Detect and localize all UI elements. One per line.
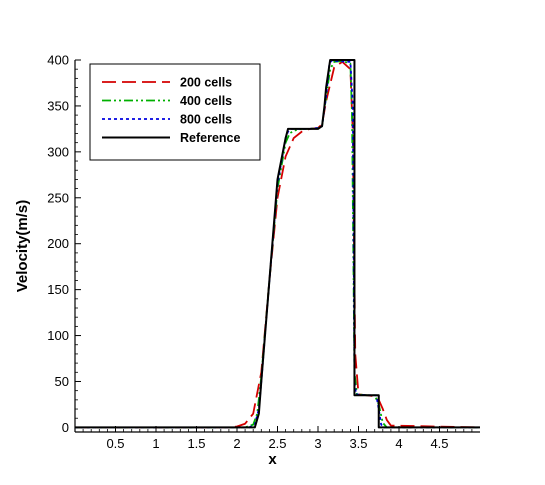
y-tick-label: 100	[47, 328, 69, 343]
y-tick-label: 0	[62, 420, 69, 435]
x-tick-label: 4	[395, 436, 402, 451]
legend-label-400-cells: 400 cells	[180, 94, 232, 108]
x-tick-label: 3.5	[349, 436, 367, 451]
y-tick-label: 200	[47, 236, 69, 251]
x-tick-label: 2	[233, 436, 240, 451]
y-tick-label: 150	[47, 282, 69, 297]
y-tick-label: 400	[47, 53, 69, 68]
legend-box	[89, 63, 261, 161]
x-axis-label: x	[268, 451, 277, 468]
legend-label-reference: Reference	[180, 131, 240, 145]
y-tick-label: 50	[55, 374, 69, 389]
legend-label-200-cells: 200 cells	[180, 76, 232, 90]
axes: 0.5 1 1.5 2 2.5 3 3.5 4 4.5 0 50 100 150 200 250 300 350…	[47, 53, 480, 451]
y-tick-label: 300	[47, 144, 69, 159]
x-tick-label: 2.5	[268, 436, 286, 451]
x-tick-label: 3	[314, 436, 321, 451]
legend: 200 cells 400 cells 800 cells Reference	[89, 63, 261, 161]
series-line-reference	[75, 59, 480, 429]
y-tick-label: 250	[47, 190, 69, 205]
x-tick-label: 0.5	[106, 436, 124, 451]
x-tick-label: 1.5	[187, 436, 205, 451]
y-tick-label: 350	[47, 98, 69, 113]
series-layer	[75, 59, 481, 429]
legend-label-800-cells: 800 cells	[180, 113, 232, 127]
y-axis-label: Velocity(m/s)	[14, 200, 31, 293]
x-tick-label: 1	[152, 436, 159, 451]
x-tick-label: 4.5	[430, 436, 448, 451]
